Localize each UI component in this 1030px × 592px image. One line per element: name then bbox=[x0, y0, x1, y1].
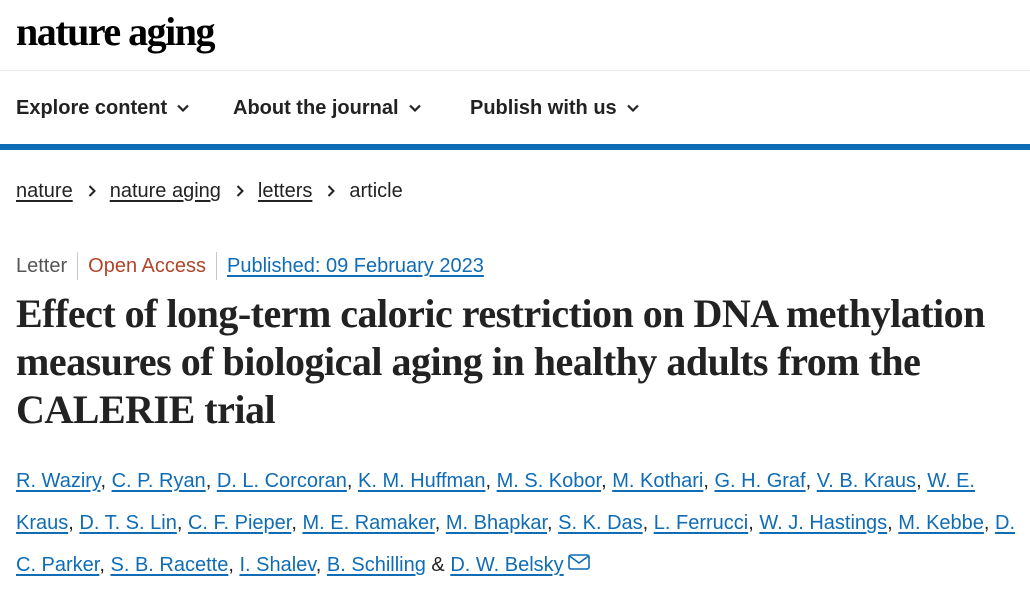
author-link[interactable]: C. P. Ryan bbox=[111, 470, 206, 492]
author-link[interactable]: L. Ferrucci bbox=[653, 512, 749, 534]
chevron-right-icon bbox=[236, 185, 244, 197]
author-link[interactable]: M. S. Kobor bbox=[496, 470, 602, 492]
nav-explore-content[interactable]: Explore content bbox=[16, 95, 190, 121]
chevron-down-icon bbox=[408, 104, 421, 113]
author-list: R. Waziry, C. P. Ryan, D. L. Corcoran, K… bbox=[16, 470, 1016, 576]
article-type: Letter bbox=[16, 252, 79, 280]
open-access-badge: Open Access bbox=[78, 252, 217, 280]
author-link[interactable]: S. K. Das bbox=[558, 512, 643, 534]
article-meta: Letter Open Access Published: 09 Februar… bbox=[16, 252, 484, 280]
breadcrumb: nature nature aging letters article bbox=[16, 178, 403, 204]
author-link[interactable]: D. C. Parker bbox=[16, 512, 1016, 576]
nav-about-the-journal[interactable]: About the journal bbox=[233, 95, 422, 121]
author-link[interactable]: M. E. Ramaker bbox=[302, 512, 435, 534]
chevron-right-icon bbox=[88, 185, 96, 197]
nav-label: Explore content bbox=[16, 97, 168, 119]
breadcrumb-current: article bbox=[349, 180, 403, 202]
breadcrumb-nature[interactable]: nature bbox=[16, 180, 73, 202]
article-title: Effect of long-term caloric restriction … bbox=[16, 291, 985, 432]
author-link[interactable]: V. B. Kraus bbox=[816, 470, 917, 492]
author-link[interactable]: D. L. Corcoran bbox=[216, 470, 347, 492]
author-link[interactable]: R. Waziry bbox=[16, 470, 101, 492]
nav-accent-rule bbox=[0, 144, 1030, 150]
nav-label: Publish with us bbox=[470, 97, 617, 119]
author-link[interactable]: D. W. Belsky bbox=[450, 554, 564, 576]
chevron-right-icon bbox=[328, 185, 336, 197]
author-link[interactable]: K. M. Huffman bbox=[358, 470, 486, 492]
author-link[interactable]: W. E. Kraus bbox=[16, 470, 975, 534]
nav-publish-with-us[interactable]: Publish with us bbox=[470, 95, 640, 121]
mail-icon[interactable] bbox=[567, 554, 590, 570]
author-link[interactable]: I. Shalev bbox=[239, 554, 316, 576]
published-date-link[interactable]: Published: 09 February 2023 bbox=[227, 255, 484, 277]
breadcrumb-nature-aging[interactable]: nature aging bbox=[109, 180, 221, 202]
main-navigation: Explore content About the journal Publis… bbox=[0, 71, 1030, 144]
site-header: nature aging bbox=[0, 0, 1030, 71]
chevron-down-icon bbox=[177, 104, 189, 113]
chevron-down-icon bbox=[626, 104, 639, 113]
author-link[interactable]: M. Kothari bbox=[612, 470, 704, 492]
author-link[interactable]: G. H. Graf bbox=[714, 470, 806, 492]
author-link[interactable]: M. Kebbe bbox=[898, 512, 984, 534]
author-link[interactable]: B. Schilling bbox=[326, 554, 426, 576]
author-link[interactable]: S. B. Racette bbox=[110, 554, 229, 576]
nav-label: About the journal bbox=[233, 97, 399, 119]
author-link[interactable]: C. F. Pieper bbox=[187, 512, 292, 534]
breadcrumb-letters[interactable]: letters bbox=[257, 180, 313, 202]
author-link[interactable]: W. J. Hastings bbox=[759, 512, 888, 534]
nature-aging-logo[interactable]: nature aging bbox=[16, 9, 215, 54]
author-link[interactable]: D. T. S. Lin bbox=[79, 512, 177, 534]
author-link[interactable]: M. Bhapkar bbox=[445, 512, 548, 534]
